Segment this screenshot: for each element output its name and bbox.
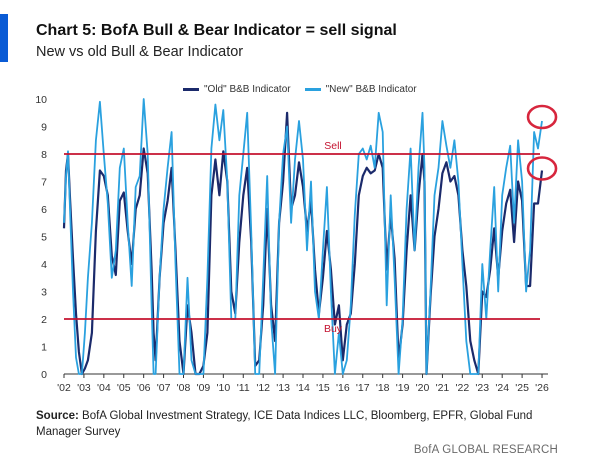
x-tick-label: '17 <box>356 382 370 394</box>
y-tick-label: 3 <box>41 287 47 299</box>
x-tick-label: '24 <box>495 382 509 394</box>
y-tick-label: 7 <box>41 177 47 189</box>
highlight-circle-old <box>526 156 558 181</box>
legend-swatch-new <box>304 88 321 91</box>
x-tick-label: '08 <box>177 382 191 394</box>
legend: "Old" B&B Indicator "New" B&B Indicator <box>183 84 417 95</box>
x-tick-label: '04 <box>97 382 111 394</box>
source-label: Source: <box>36 410 79 422</box>
y-tick-label: 6 <box>41 204 47 216</box>
y-tick-label: 5 <box>41 232 47 244</box>
reference-label-sell: Sell <box>324 140 342 152</box>
x-tick-label: '06 <box>137 382 151 394</box>
accent-bar <box>0 14 8 62</box>
legend-label-new: "New" B&B Indicator <box>325 84 417 95</box>
x-tick-label: '14 <box>296 382 310 394</box>
y-tick-label: 10 <box>35 94 47 106</box>
x-tick-label: '10 <box>216 382 230 394</box>
x-tick-label: '03 <box>77 382 91 394</box>
x-tick-label: '12 <box>256 382 270 394</box>
series-line-new <box>63 98 543 375</box>
reference-label-buy: Buy <box>324 323 343 335</box>
x-tick-label: '19 <box>396 382 410 394</box>
legend-label-old: "Old" B&B Indicator <box>204 84 291 95</box>
x-tick-label: '15 <box>316 382 330 394</box>
x-tick-label: '26 <box>535 382 549 394</box>
x-tick-label: '23 <box>475 382 489 394</box>
x-tick-label: '22 <box>456 382 470 394</box>
highlight-circle-new <box>526 104 558 130</box>
source-note: Source: BofA Global Investment Strategy,… <box>36 408 556 440</box>
legend-item-old: "Old" B&B Indicator <box>183 84 291 95</box>
y-tick-label: 4 <box>41 259 47 271</box>
legend-swatch-old <box>183 88 199 91</box>
brand-footer: BofA GLOBAL RESEARCH <box>413 444 558 456</box>
chart-subtitle: New vs old Bull & Bear Indicator <box>36 44 244 60</box>
x-tick-label: '16 <box>336 382 350 394</box>
y-tick-label: 1 <box>41 342 47 354</box>
x-tick-label: '13 <box>276 382 290 394</box>
x-tick-label: '09 <box>197 382 211 394</box>
y-tick-label: 8 <box>41 149 47 161</box>
x-tick-label: '07 <box>157 382 171 394</box>
y-tick-label: 9 <box>41 122 47 134</box>
x-tick-label: '20 <box>416 382 430 394</box>
x-tick-label: '02 <box>57 382 71 394</box>
legend-item-new: "New" B&B Indicator <box>304 84 417 95</box>
x-tick-label: '11 <box>237 382 250 394</box>
chart-title: Chart 5: BofA Bull & Bear Indicator = se… <box>36 22 397 39</box>
x-tick-label: '25 <box>515 382 529 394</box>
x-tick-label: '05 <box>117 382 131 394</box>
y-tick-label: 0 <box>41 369 47 381</box>
y-tick-label: 2 <box>41 314 47 326</box>
x-tick-label: '18 <box>376 382 390 394</box>
source-text: BofA Global Investment Strategy, ICE Dat… <box>36 410 533 438</box>
x-tick-label: '21 <box>436 382 450 394</box>
